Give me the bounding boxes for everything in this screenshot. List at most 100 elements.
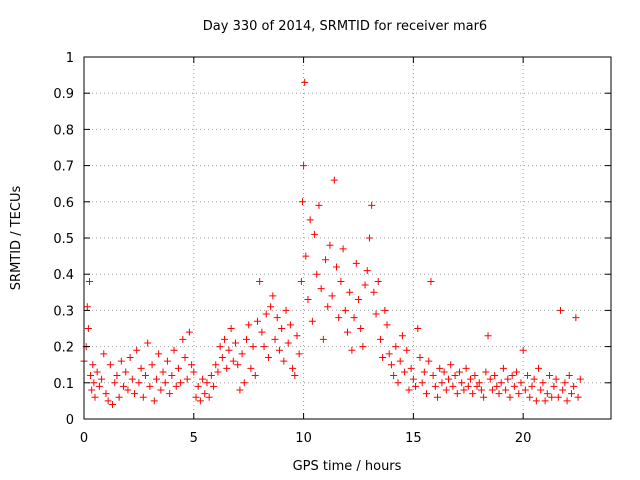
data-point — [225, 346, 233, 354]
data-point — [304, 296, 312, 304]
data-point — [311, 230, 319, 238]
data-point — [451, 372, 459, 380]
data-point — [438, 379, 446, 387]
data-point — [497, 379, 505, 387]
data-point — [141, 372, 149, 380]
data-point — [365, 234, 373, 242]
data-point — [561, 379, 569, 387]
data-point — [447, 361, 455, 369]
data-point — [100, 350, 108, 358]
data-point — [552, 375, 560, 383]
y-tick-label: 0.8 — [53, 123, 74, 138]
data-point — [194, 382, 202, 390]
data-point — [407, 364, 415, 372]
data-point — [427, 277, 435, 285]
data-point — [556, 306, 564, 314]
data-point — [319, 335, 327, 343]
data-point — [168, 372, 176, 380]
data-point — [513, 368, 521, 376]
data-point — [293, 332, 301, 340]
data-point — [163, 357, 171, 365]
data-point — [177, 379, 185, 387]
data-point — [289, 364, 297, 372]
data-point — [232, 339, 240, 347]
data-point — [256, 277, 264, 285]
data-point — [423, 390, 431, 398]
data-point — [251, 372, 259, 380]
data-point — [210, 382, 218, 390]
data-point — [339, 245, 347, 253]
data-point — [159, 368, 167, 376]
data-point — [150, 397, 158, 405]
data-point — [376, 335, 384, 343]
data-point — [192, 393, 200, 401]
data-point — [245, 321, 253, 329]
data-point — [381, 306, 389, 314]
data-point — [574, 393, 582, 401]
data-point — [455, 368, 463, 376]
data-point — [379, 353, 387, 361]
data-point — [392, 343, 400, 351]
data-point — [216, 343, 224, 351]
data-point — [135, 379, 143, 387]
data-point — [126, 353, 134, 361]
data-point — [102, 390, 110, 398]
data-point — [91, 393, 99, 401]
data-point — [122, 368, 130, 376]
data-point — [144, 339, 152, 347]
data-point — [297, 277, 305, 285]
x-tick-label: 15 — [405, 431, 422, 446]
data-point — [565, 372, 573, 380]
data-point — [387, 361, 395, 369]
data-point — [337, 277, 345, 285]
data-point — [546, 372, 554, 380]
x-tick-label: 5 — [190, 431, 198, 446]
data-point — [161, 379, 169, 387]
data-point — [431, 382, 439, 390]
y-tick-label: 0.5 — [53, 232, 74, 247]
data-point — [420, 368, 428, 376]
data-point — [416, 353, 424, 361]
data-point — [120, 382, 128, 390]
data-point — [403, 346, 411, 354]
tick-labels: 00.10.20.30.40.50.60.70.80.910 5 10 15 20 — [53, 51, 531, 446]
data-point — [267, 303, 275, 311]
data-point — [137, 364, 145, 372]
data-point — [502, 386, 510, 394]
data-point — [179, 335, 187, 343]
data-point — [563, 397, 571, 405]
data-point — [401, 368, 409, 376]
data-point — [412, 382, 420, 390]
data-point — [301, 78, 309, 86]
chart-title: Day 330 of 2014, SRMTID for receiver mar… — [203, 19, 487, 34]
data-point — [341, 306, 349, 314]
data-point — [390, 372, 398, 380]
y-tick-label: 0 — [66, 413, 74, 428]
data-point — [554, 393, 562, 401]
data-point — [326, 241, 334, 249]
data-point — [464, 382, 472, 390]
data-point — [473, 382, 481, 390]
data-point — [280, 357, 288, 365]
data-point — [333, 263, 341, 271]
data-point — [260, 343, 268, 351]
data-point — [240, 379, 248, 387]
data-point — [499, 364, 507, 372]
data-point — [524, 372, 532, 380]
data-point — [368, 201, 376, 209]
data-point — [275, 346, 283, 354]
data-point — [442, 386, 450, 394]
data-point — [84, 325, 92, 332]
data-point — [572, 314, 580, 322]
data-point — [199, 375, 207, 383]
data-point — [491, 372, 499, 380]
data-point — [317, 285, 325, 293]
data-point — [532, 397, 540, 405]
data-point — [157, 386, 165, 394]
data-point — [486, 375, 494, 383]
data-point — [172, 382, 180, 390]
data-point — [234, 361, 242, 369]
data-point — [201, 390, 209, 398]
data-point — [242, 335, 250, 343]
data-point — [264, 353, 272, 361]
